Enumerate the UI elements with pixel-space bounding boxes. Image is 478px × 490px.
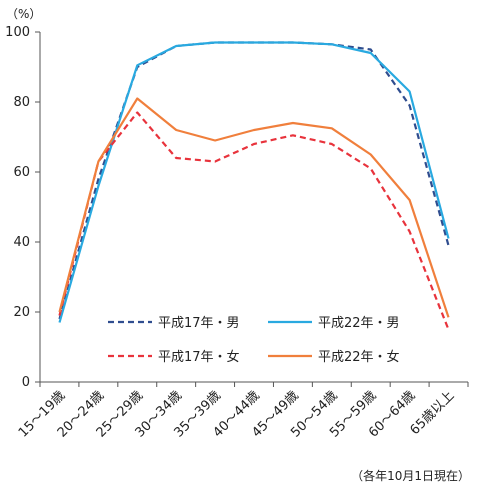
legend-label: 平成22年・男	[318, 316, 400, 331]
y-tick-label: 0	[22, 375, 30, 390]
legend-label: 平成17年・女	[158, 349, 240, 365]
y-tick-label: 60	[13, 165, 30, 180]
y-tick-label: 20	[13, 305, 30, 320]
series-lines	[58, 41, 450, 330]
y-tick-label: 100	[5, 25, 30, 40]
legend-label: 平成17年・男	[158, 316, 240, 331]
series-line	[58, 111, 450, 330]
legend-label: 平成22年・女	[318, 349, 400, 365]
date-note: （各年10月1日現在）	[351, 469, 470, 483]
series-line	[58, 97, 450, 318]
y-axis-unit: （%）	[6, 7, 41, 21]
x-ticks: 15～19歳20～24歳25～29歳30～34歳35～39歳40～44歳45～4…	[16, 382, 469, 441]
y-ticks: 0 20 40 60 80 100	[5, 25, 40, 390]
axes	[39, 32, 468, 383]
series-line	[58, 41, 450, 323]
y-tick-label: 40	[13, 235, 30, 250]
series-line	[58, 41, 450, 320]
y-tick-label: 80	[13, 95, 30, 110]
